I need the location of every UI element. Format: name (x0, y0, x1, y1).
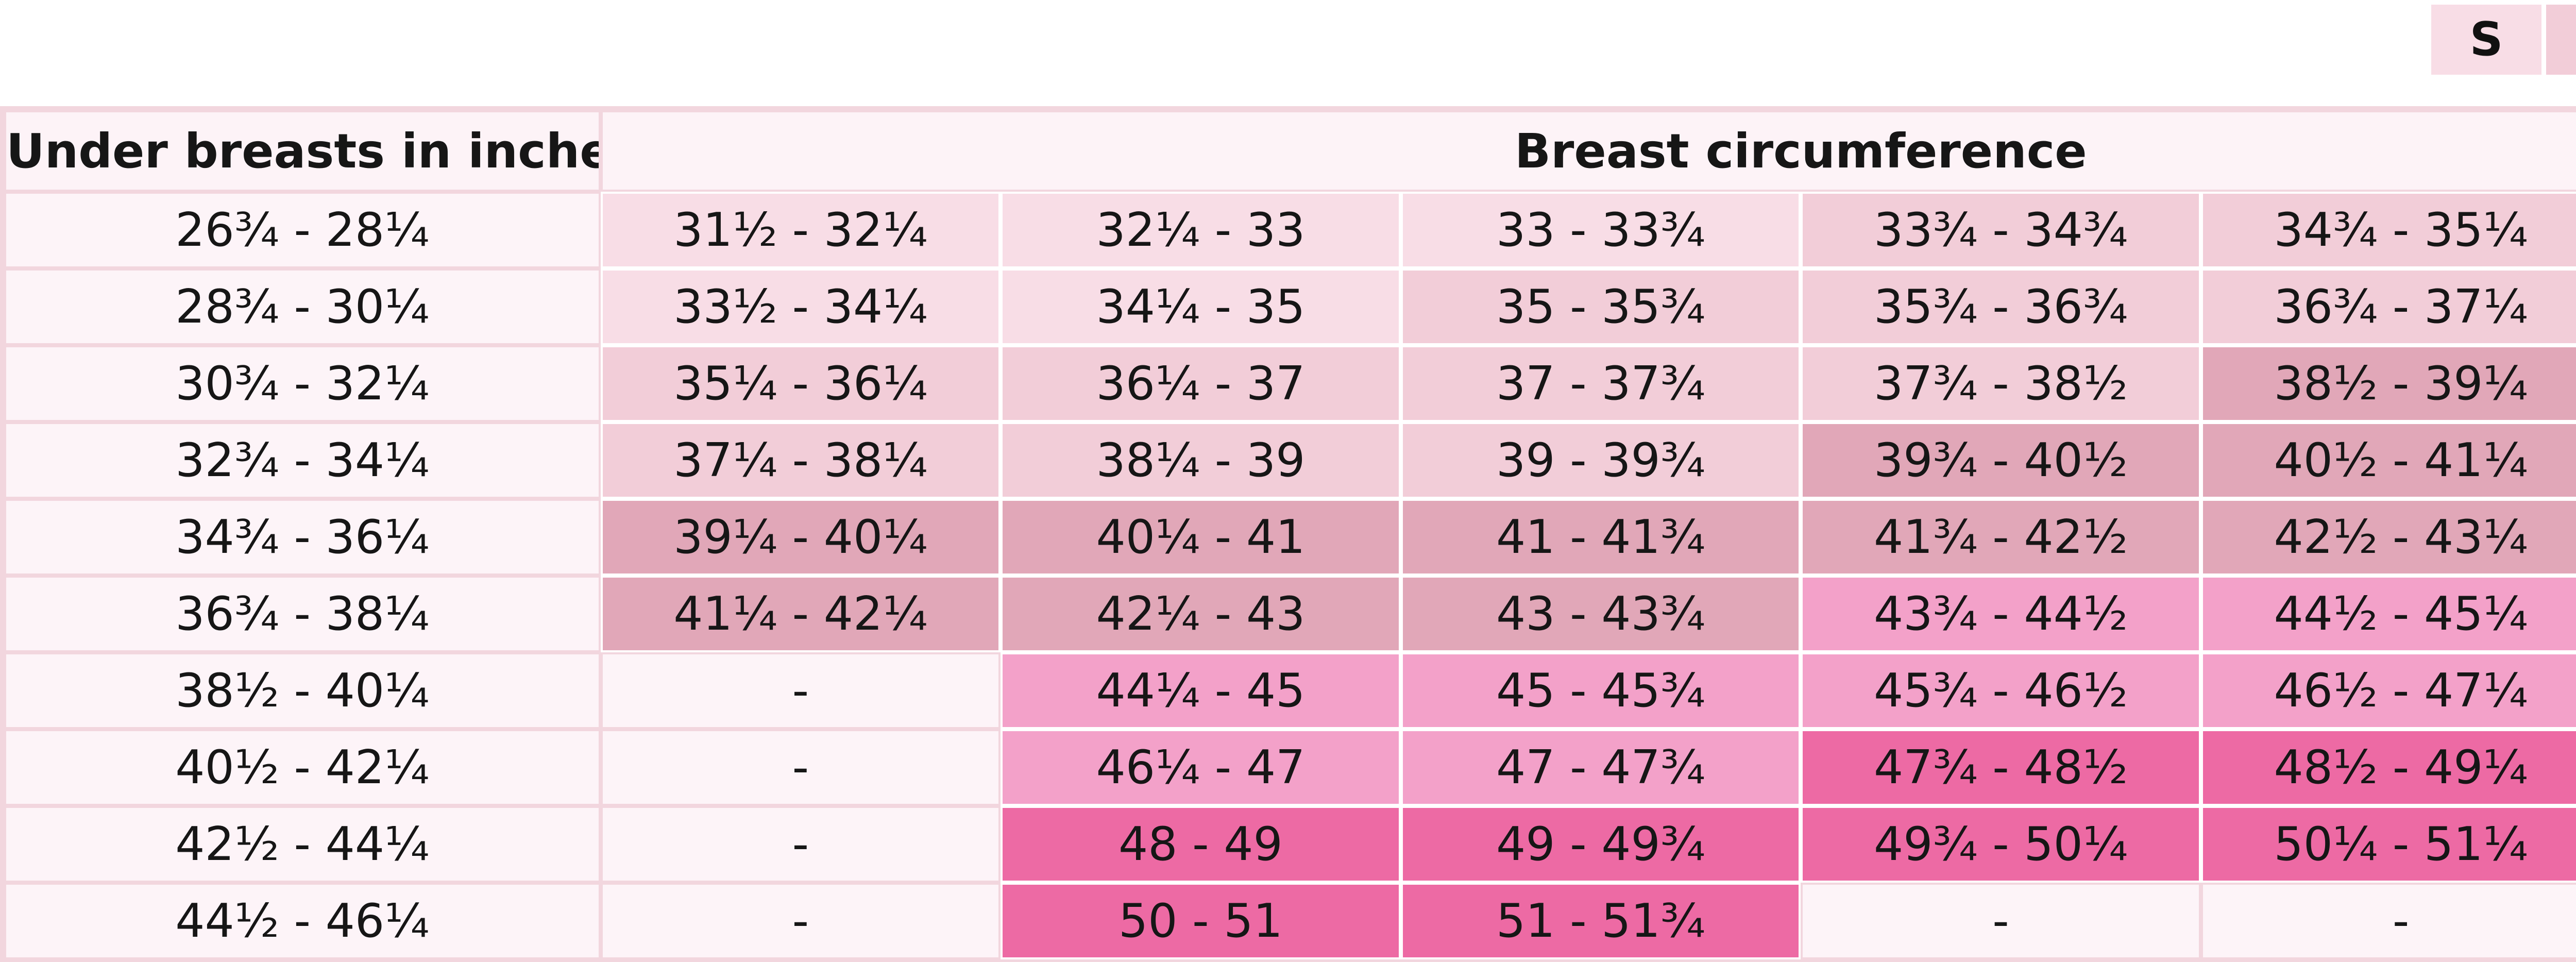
table-row: 38½ - 40¼ -44¼ - 45 45 - 45¾ 45¾ - 46½ 46½ -… (4, 652, 2576, 729)
table-row: 42½ - 44¼ -48 - 49 49 - 49¾ 49¾ - 50¼ 50¼ - … (4, 806, 2576, 883)
size-legend: SMLXLXXL (2431, 5, 2576, 75)
circumference-cell: 37¾ - 38½ (1801, 345, 2201, 422)
circumference-cell: 36¼ - 37 (1001, 345, 1401, 422)
underbust-cell: 44½ - 46¼ (4, 883, 601, 959)
underbust-cell: 32¾ - 34¼ (4, 422, 601, 499)
circumference-cell: 40½ - 41¼ (2200, 422, 2576, 499)
circumference-cell: - (600, 883, 1001, 959)
circumference-cell: 35¼ - 36¼ (600, 345, 1001, 422)
circumference-cell: - (2200, 883, 2576, 959)
circumference-cell: 36¾ - 37¼ (2200, 268, 2576, 345)
underbust-cell: 28¾ - 30¼ (4, 268, 601, 345)
circumference-cell: 35¾ - 36¾ (1801, 268, 2201, 345)
circumference-cell: 40¼ - 41 (1001, 499, 1401, 576)
underbust-cell: 26¾ - 28¼ (4, 192, 601, 268)
underbust-cell: 38½ - 40¼ (4, 652, 601, 729)
circumference-cell: 48½ - 49¼ (2200, 729, 2576, 806)
circumference-cell: 32¼ - 33 (1001, 192, 1401, 268)
circumference-cell: 41¾ - 42½ (1801, 499, 2201, 576)
legend-size-s: S (2431, 5, 2541, 75)
circumference-cell: - (600, 729, 1001, 806)
circumference-cell: 38½ - 39¼ (2200, 345, 2576, 422)
underbust-cell: 30¾ - 32¼ (4, 345, 601, 422)
circumference-cell: 33½ - 34¼ (600, 268, 1001, 345)
circumference-cell: 50 - 51 (1001, 883, 1401, 959)
circumference-cell: 44¼ - 45 (1001, 652, 1401, 729)
circumference-cell: 43¾ - 44½ (1801, 576, 2201, 652)
circumference-cell: 39¼ - 40¼ (600, 499, 1001, 576)
circumference-cell: 31½ - 32¼ (600, 192, 1001, 268)
circumference-cell: 48 - 49 (1001, 806, 1401, 883)
legend-size-m: M (2546, 5, 2576, 75)
circumference-cell: 39 - 39¾ (1400, 422, 1801, 499)
circumference-cell: 46½ - 47¼ (2200, 652, 2576, 729)
underbust-header-cell: Under breasts in inches (4, 110, 601, 192)
circumference-cell: 35 - 35¾ (1400, 268, 1801, 345)
underbust-cell: 36¾ - 38¼ (4, 576, 601, 652)
circumference-cell: 33¾ - 34¾ (1801, 192, 2201, 268)
circumference-cell: 39¾ - 40½ (1801, 422, 2201, 499)
underbust-cell: 42½ - 44¼ (4, 806, 601, 883)
table-row: 32¾ - 34¼ 37¼ - 38¼ 38¼ - 39 39 - 39¾ 39¾ - … (4, 422, 2576, 499)
circumference-cell: 43 - 43¾ (1400, 576, 1801, 652)
chart-body: 26¾ - 28¼ 31½ - 32¼ 32¼ - 33 33 - 33¾ 33¾ - … (4, 192, 2576, 959)
table-row: 40½ - 42¼ -46¼ - 47 47 - 47¾ 47¾ - 48½ 48½ -… (4, 729, 2576, 806)
size-chart-table: Under breasts in inches Breast circumfer… (4, 110, 2576, 959)
underbust-cell: 40½ - 42¼ (4, 729, 601, 806)
circumference-cell: 42¼ - 43 (1001, 576, 1401, 652)
circumference-cell: 33 - 33¾ (1400, 192, 1801, 268)
circumference-cell: 44½ - 45¼ (2200, 576, 2576, 652)
table-row: 28¾ - 30¼ 33½ - 34¼ 34¼ - 35 35 - 35¾ 35¾ - … (4, 268, 2576, 345)
circumference-cell: 41¼ - 42¼ (600, 576, 1001, 652)
circumference-cell: - (600, 652, 1001, 729)
size-chart: Under breasts in inches Breast circumfer… (0, 106, 2576, 962)
header-row: Under breasts in inches Breast circumfer… (4, 110, 2576, 192)
circumference-cell: 37¼ - 38¼ (600, 422, 1001, 499)
underbust-cell: 34¾ - 36¼ (4, 499, 601, 576)
circumference-cell: 45 - 45¾ (1400, 652, 1801, 729)
circumference-cell: 49 - 49¾ (1400, 806, 1801, 883)
circumference-cell: 37 - 37¾ (1400, 345, 1801, 422)
circumference-cell: 50¼ - 51¼ (2200, 806, 2576, 883)
circumference-cell: 47¾ - 48½ (1801, 729, 2201, 806)
circumference-cell: 34¼ - 35 (1001, 268, 1401, 345)
circumference-cell: 47 - 47¾ (1400, 729, 1801, 806)
circumference-cell: 41 - 41¾ (1400, 499, 1801, 576)
circumference-header-cell: Breast circumference (600, 110, 2576, 192)
circumference-cell: 45¾ - 46½ (1801, 652, 2201, 729)
circumference-cell: 42½ - 43¼ (2200, 499, 2576, 576)
circumference-cell: 51 - 51¾ (1400, 883, 1801, 959)
circumference-cell: 38¼ - 39 (1001, 422, 1401, 499)
circumference-cell: 49¾ - 50¼ (1801, 806, 2201, 883)
circumference-cell: - (600, 806, 1001, 883)
circumference-cell: 34¾ - 35¼ (2200, 192, 2576, 268)
table-row: 30¾ - 32¼ 35¼ - 36¼ 36¼ - 37 37 - 37¾ 37¾ - … (4, 345, 2576, 422)
table-row: 34¾ - 36¼ 39¼ - 40¼ 40¼ - 41 41 - 41¾ 41¾ - … (4, 499, 2576, 576)
table-row: 26¾ - 28¼ 31½ - 32¼ 32¼ - 33 33 - 33¾ 33¾ - … (4, 192, 2576, 268)
table-row: 36¾ - 38¼ 41¼ - 42¼ 42¼ - 43 43 - 43¾ 43¾ - … (4, 576, 2576, 652)
circumference-cell: 46¼ - 47 (1001, 729, 1401, 806)
circumference-cell: - (1801, 883, 2201, 959)
